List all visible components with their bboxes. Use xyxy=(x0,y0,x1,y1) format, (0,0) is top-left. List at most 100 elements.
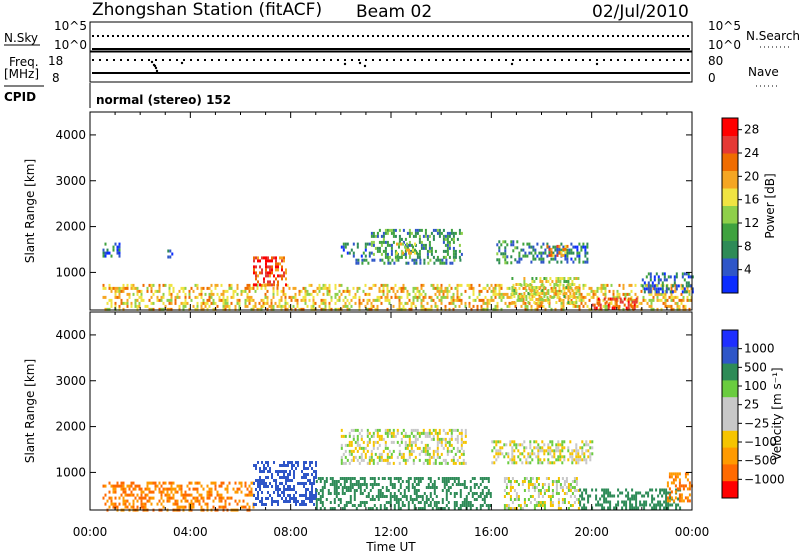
data-cell xyxy=(322,307,325,311)
data-cell xyxy=(691,275,694,279)
data-cell xyxy=(418,292,421,296)
data-cell xyxy=(359,483,362,486)
data-cell xyxy=(310,307,313,311)
data-cell xyxy=(573,301,576,304)
data-cell xyxy=(404,286,407,290)
data-cell xyxy=(404,237,407,241)
data-cell xyxy=(140,505,143,509)
data-cell xyxy=(144,487,147,491)
data-cell xyxy=(267,271,269,275)
data-cell xyxy=(600,283,603,287)
data-cell xyxy=(277,494,279,497)
data-cell xyxy=(345,504,348,507)
data-cell xyxy=(432,283,435,287)
data-cell xyxy=(424,234,427,238)
data-cell xyxy=(427,483,430,486)
data-cell xyxy=(352,254,355,258)
data-cell xyxy=(519,283,522,286)
data-cell xyxy=(285,497,287,500)
data-cell xyxy=(639,491,642,495)
data-cell xyxy=(277,265,279,269)
data-cell xyxy=(220,484,223,488)
data-cell xyxy=(248,283,251,287)
data-cell xyxy=(688,481,691,485)
data-cell xyxy=(585,461,588,465)
data-cell xyxy=(417,489,420,492)
data-cell xyxy=(315,476,317,479)
freq-panel: Freq. [MHz] 18 8 80 0 Nave xyxy=(4,51,780,87)
data-cell xyxy=(587,494,590,498)
data-cell xyxy=(323,480,326,483)
data-cell xyxy=(180,493,183,497)
data-cell xyxy=(563,280,566,283)
data-cell xyxy=(686,286,689,290)
data-cell xyxy=(408,437,411,441)
data-cell xyxy=(433,261,436,265)
data-cell xyxy=(160,502,163,506)
data-cell xyxy=(224,487,227,491)
data-cell xyxy=(434,301,437,305)
data-cell xyxy=(459,495,462,498)
data-cell xyxy=(444,443,447,447)
data-cell xyxy=(136,289,139,293)
data-cell xyxy=(186,499,189,503)
data-cell xyxy=(582,245,585,249)
data-cell xyxy=(539,449,542,453)
data-cell xyxy=(609,503,612,507)
data-cell xyxy=(404,461,407,465)
data-cell xyxy=(676,472,679,476)
data-cell xyxy=(384,458,387,462)
data-cell xyxy=(114,301,117,305)
data-cell xyxy=(404,458,407,462)
data-cell xyxy=(465,504,468,507)
data-cell xyxy=(647,281,650,285)
data-cell xyxy=(668,304,671,308)
colorbar-swatch xyxy=(722,447,738,465)
data-cell xyxy=(257,479,259,482)
data-cell xyxy=(609,500,612,504)
data-cell xyxy=(573,449,576,453)
data-cell xyxy=(562,286,565,290)
data-cell xyxy=(630,295,633,299)
data-cell xyxy=(556,260,559,264)
data-cell xyxy=(459,489,462,492)
data-cell xyxy=(118,248,121,252)
data-cell xyxy=(114,289,117,293)
data-cell xyxy=(629,497,632,501)
data-cell xyxy=(504,255,507,259)
data-cell xyxy=(344,449,347,453)
data-cell xyxy=(475,483,478,486)
data-cell xyxy=(110,499,113,503)
data-cell xyxy=(511,455,514,459)
data-cell xyxy=(529,440,532,444)
data-cell xyxy=(250,286,253,290)
data-cell xyxy=(400,437,403,441)
data-cell xyxy=(424,243,427,247)
data-cell xyxy=(323,486,326,489)
data-cell xyxy=(392,234,395,238)
data-cell xyxy=(530,245,533,249)
data-cell xyxy=(286,301,289,305)
data-cell xyxy=(346,304,349,308)
data-cell xyxy=(568,251,571,255)
data-cell xyxy=(259,488,261,491)
data-cell xyxy=(114,490,117,494)
data-cell xyxy=(313,497,315,500)
data-cell xyxy=(629,506,632,510)
data-cell xyxy=(458,298,461,302)
data-cell xyxy=(418,252,421,256)
data-cell xyxy=(358,307,361,311)
data-cell xyxy=(343,480,346,483)
data-cell xyxy=(436,446,439,450)
colorbar-swatch xyxy=(722,135,738,154)
data-cell xyxy=(393,504,396,507)
data-cell xyxy=(378,443,381,447)
data-cell xyxy=(670,472,673,476)
colorbar-tick-label: −1000 xyxy=(744,472,785,486)
data-cell xyxy=(508,286,511,290)
data-cell xyxy=(637,506,640,510)
data-cell xyxy=(668,487,671,491)
data-cell xyxy=(525,295,528,298)
data-cell xyxy=(490,298,493,302)
